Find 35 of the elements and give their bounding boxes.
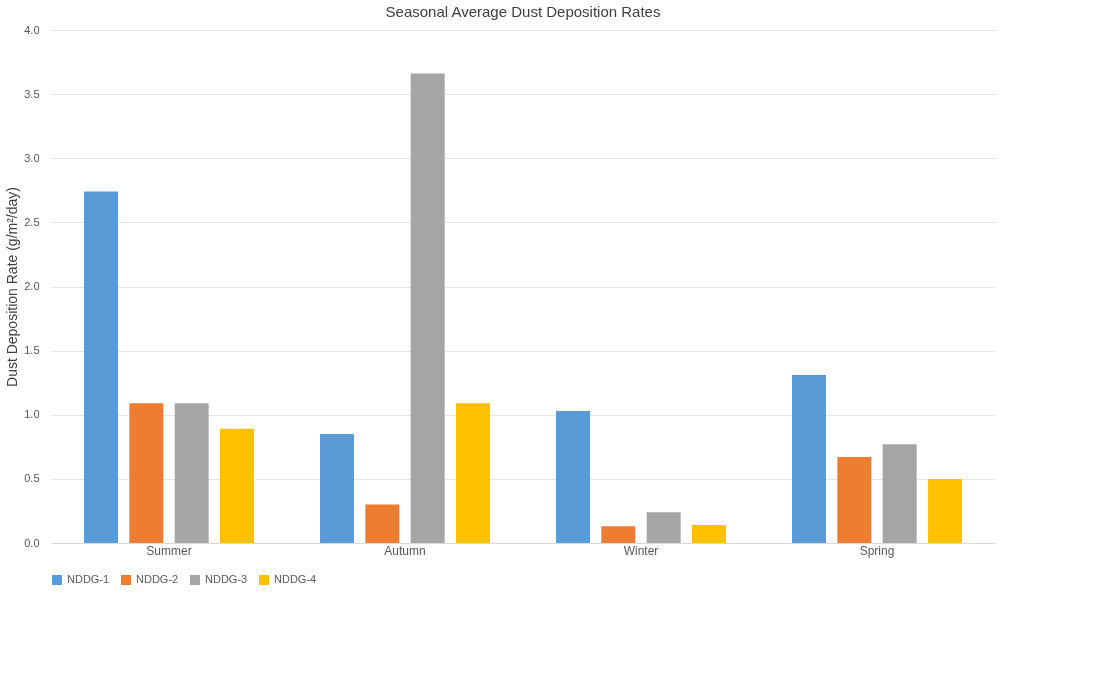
- y-tick-label: 3.5: [24, 87, 40, 100]
- bar: [927, 478, 962, 543]
- y-tick-label: 3.0: [24, 151, 40, 164]
- bar: [174, 403, 209, 543]
- bar: [84, 191, 119, 543]
- bar: [601, 526, 636, 543]
- y-axis-title: Dust Deposition Rate (g/m²/day): [4, 187, 21, 387]
- bar: [365, 504, 400, 543]
- legend-label: NDDG-3: [205, 573, 248, 585]
- bar: [455, 403, 490, 543]
- y-tick-label: 1.5: [24, 344, 40, 357]
- y-tick-label: 2.5: [24, 215, 40, 228]
- y-tick-label: 4.0: [24, 23, 40, 36]
- y-tick-label: 2.0: [24, 280, 40, 292]
- bar: [219, 428, 254, 543]
- bar: [556, 410, 591, 543]
- bar: [646, 512, 681, 543]
- bar: [837, 457, 872, 543]
- y-tick-label: 1.0: [24, 408, 40, 421]
- bar: [691, 525, 726, 543]
- x-tick-label: Summer: [146, 543, 192, 558]
- bar: [410, 73, 445, 543]
- y-tick-label: 0.0: [24, 536, 40, 549]
- legend-label: NDDG-1: [67, 573, 110, 585]
- x-tick-label: Autumn: [384, 543, 426, 558]
- y-tick-label: 0.5: [24, 472, 40, 485]
- bar: [792, 374, 827, 543]
- legend-label: NDDG-4: [274, 573, 317, 585]
- bar: [129, 403, 164, 543]
- bar: [320, 433, 355, 543]
- x-tick-label: Winter: [623, 543, 659, 558]
- chart-title: Seasonal Average Dust Deposition Rates: [385, 3, 661, 20]
- legend-label: NDDG-2: [136, 573, 179, 585]
- bar: [882, 444, 917, 543]
- x-tick-label: Spring: [859, 543, 895, 558]
